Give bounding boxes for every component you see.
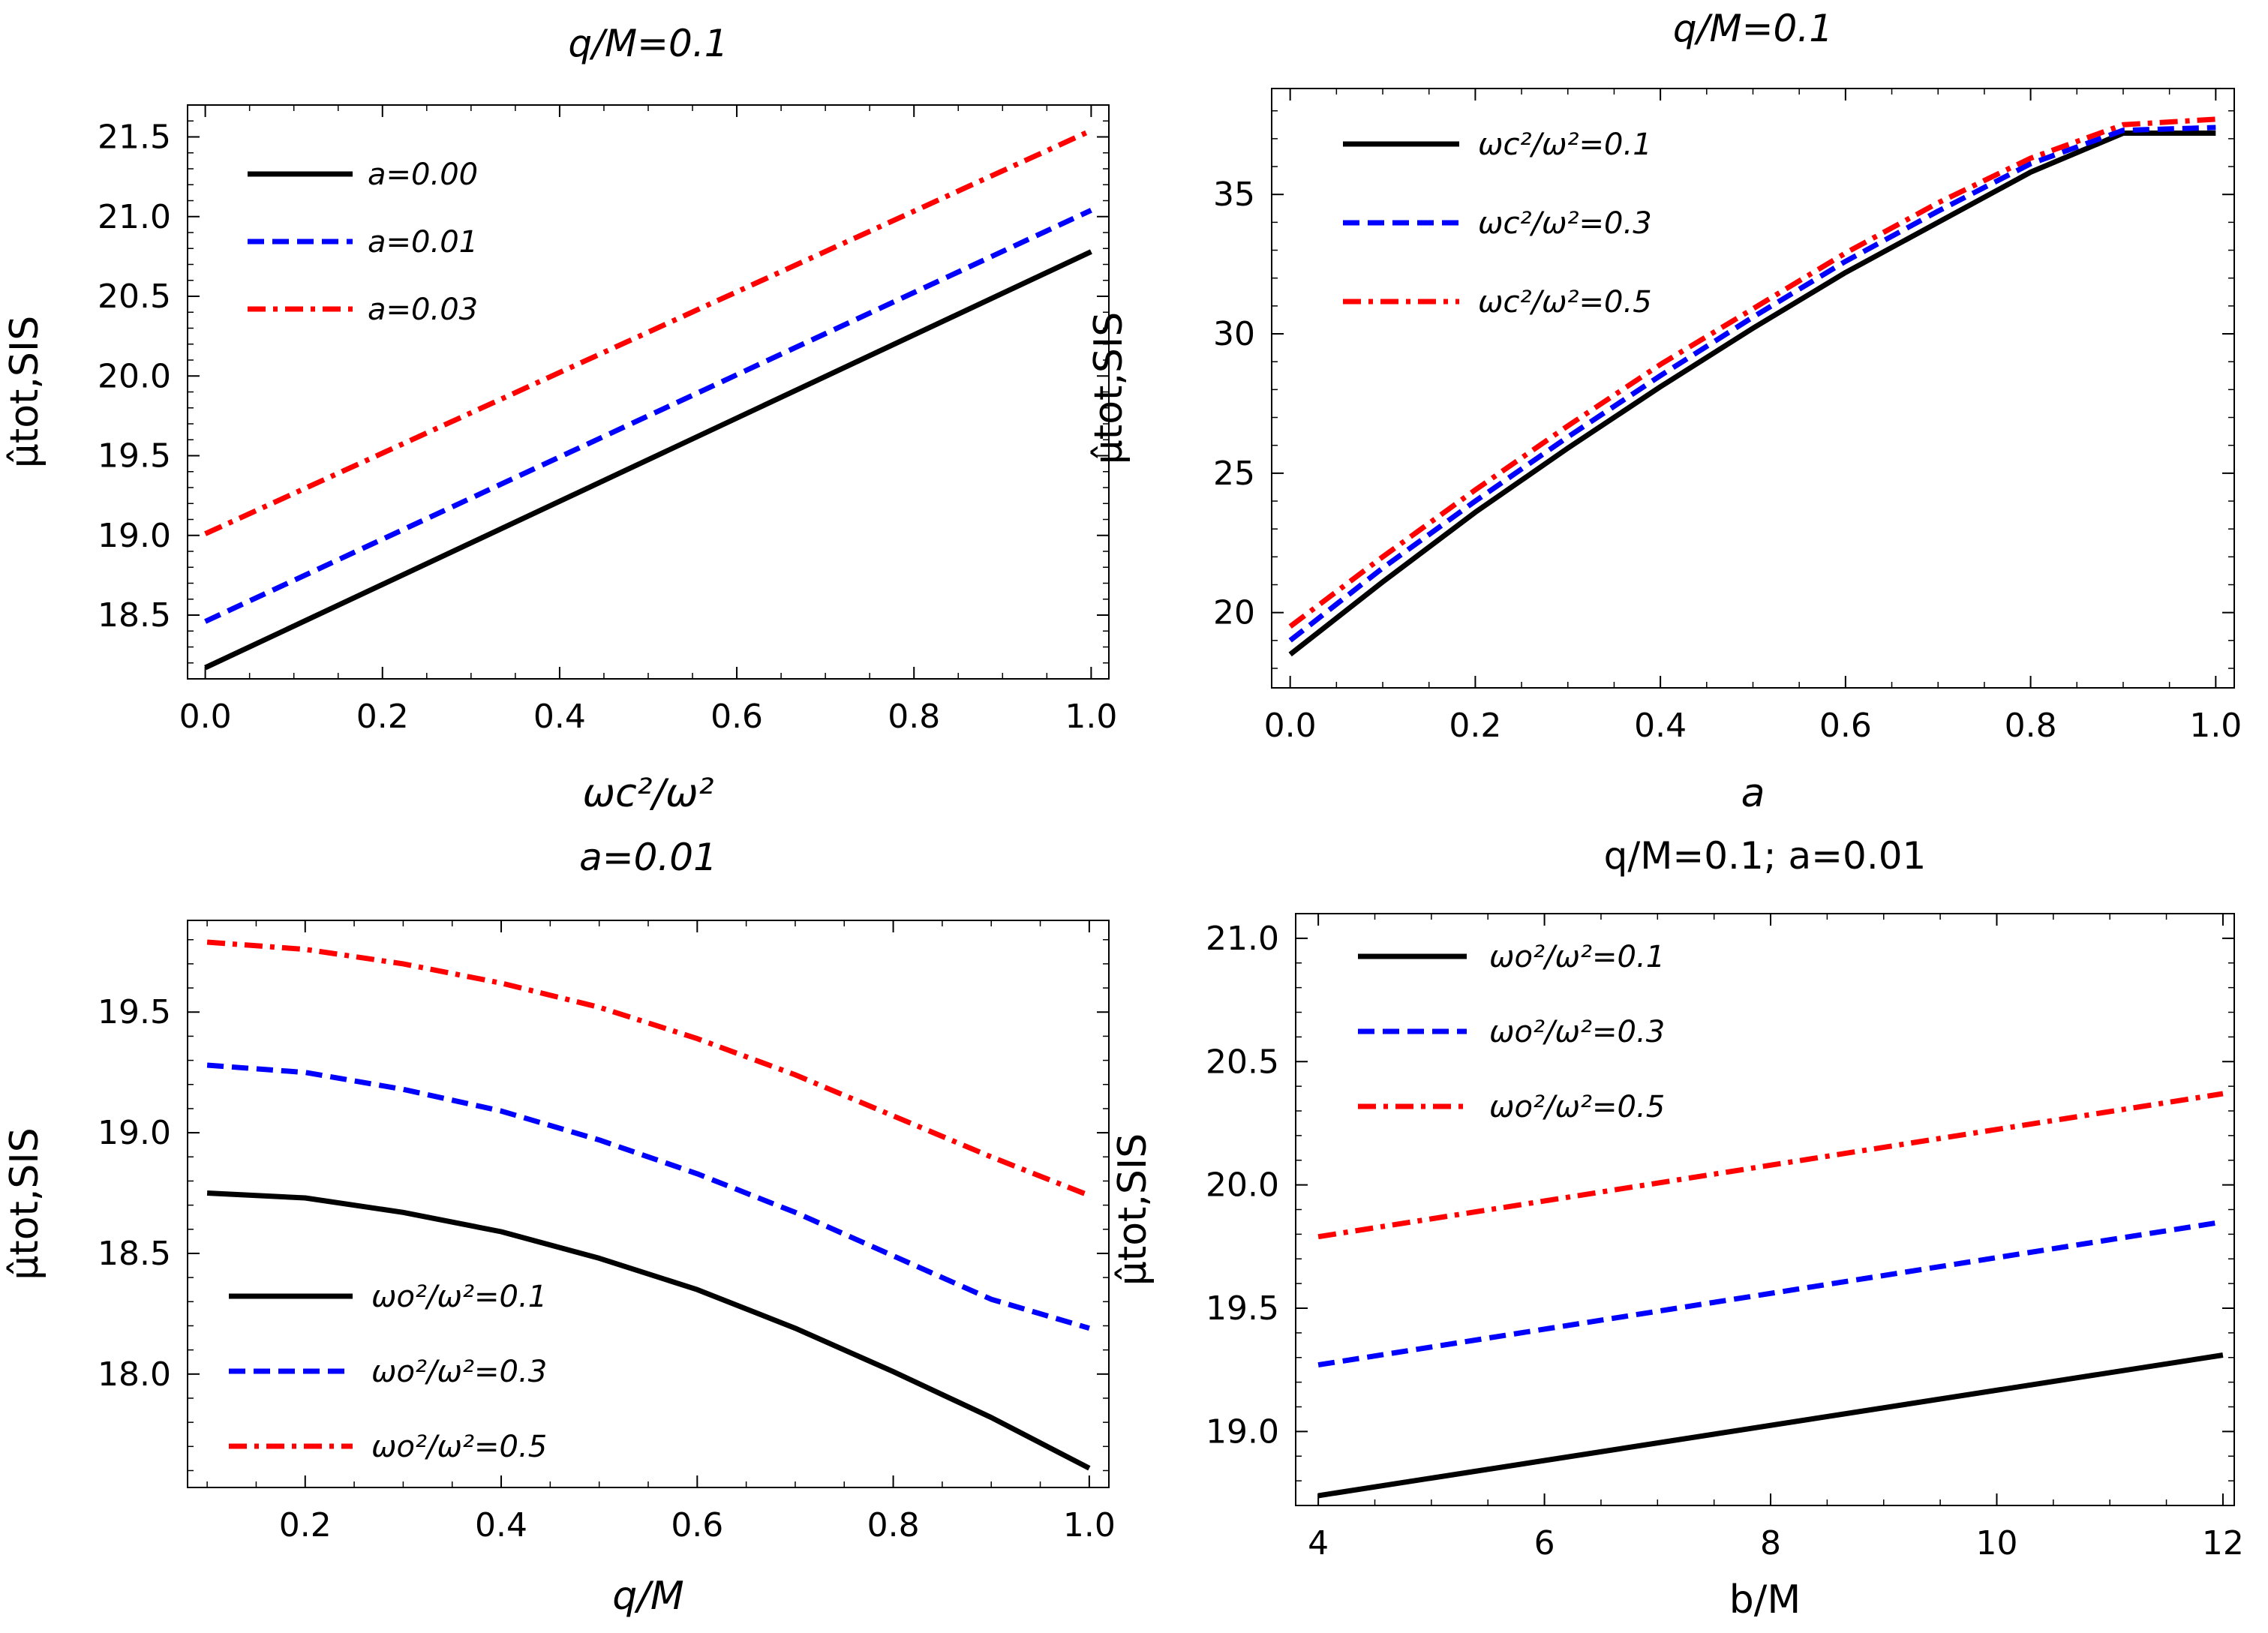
- chart-title: a=0.01: [579, 836, 717, 879]
- x-tick-label: 4: [1308, 1524, 1329, 1562]
- series-line-3: [1317, 1091, 2224, 1240]
- y-tick-label: 19.0: [98, 1114, 171, 1152]
- series-line-2: [206, 1062, 1090, 1331]
- legend-label-1: ωo²/ω²=0.1: [1489, 940, 1665, 974]
- y-tick-label: 25: [1213, 455, 1255, 493]
- series-line-2: [204, 208, 1092, 624]
- x-tick-label: 0.2: [356, 698, 409, 736]
- legend: ωo²/ω²=0.1 ωo²/ω²=0.3 ωo²/ω²=0.5: [229, 1280, 547, 1464]
- x-tick-label: 0.6: [1819, 707, 1872, 745]
- x-tick-label: 0.6: [671, 1506, 723, 1544]
- chart-1: 0.0 0.2 0.4 0.6 0.8 1.0 18.5 19.0 19.5 20.0 20.5 21…: [2, 22, 1117, 816]
- plot-frame: [1271, 88, 2235, 689]
- x-tick-label: 1.0: [1063, 1506, 1116, 1544]
- series-line-3: [1288, 116, 2216, 629]
- x-tick-label: 0.0: [1264, 707, 1317, 745]
- x-tick-label: 6: [1534, 1524, 1555, 1562]
- x-tick-label: 1.0: [2189, 707, 2242, 745]
- legend: ωo²/ω²=0.1 ωo²/ω²=0.3 ωo²/ω²=0.5: [1358, 940, 1665, 1124]
- y-tick-label: 20.0: [1206, 1166, 1279, 1205]
- series-line-1: [206, 1190, 1091, 1471]
- plot-frame: [1295, 913, 2235, 1506]
- x-tick-label: 0.8: [2005, 707, 2057, 745]
- y-tick-label: 19.0: [98, 517, 171, 555]
- legend-label-3: a=0.03: [368, 293, 478, 327]
- series-line-1: [1288, 131, 2216, 657]
- chart-title: q/M=0.1: [1673, 7, 1833, 50]
- x-tick-label: 0.0: [179, 698, 232, 736]
- chart-title: q/M=0.1: [568, 22, 728, 65]
- legend-label-3: ωo²/ω²=0.5: [371, 1430, 547, 1464]
- y-tick-label: 20.0: [98, 357, 171, 395]
- y-tick-label: 21.0: [1206, 920, 1279, 958]
- x-tick-label: 0.2: [1449, 707, 1501, 745]
- plot-frame: [187, 104, 1110, 680]
- y-tick-label: 18.0: [98, 1355, 171, 1394]
- y-tick-label: 18.5: [98, 1235, 171, 1273]
- x-tick-label: 10: [1975, 1524, 2017, 1562]
- x-axis-label: b/M: [1729, 1577, 1801, 1622]
- x-tick-label: 0.8: [867, 1506, 920, 1544]
- y-axis-label: μ̂tot,SIS: [1110, 1133, 1155, 1286]
- x-axis-label: ωc²/ω²: [583, 771, 714, 816]
- x-axis-label: a: [1741, 771, 1765, 816]
- series-line-1: [204, 249, 1092, 671]
- y-axis-label: μ̂tot,SIS: [2, 1127, 47, 1280]
- series-line-3: [206, 939, 1091, 1198]
- legend-label-1: a=0.00: [368, 158, 478, 192]
- y-tick-label: 19.0: [1206, 1412, 1279, 1451]
- chart-3: 0.2 0.4 0.6 0.8 1.0 18.0 18.5 19.0 19.5 ωo²/ω²=0.…: [2, 836, 1116, 1619]
- y-tick-label: 20.5: [1206, 1043, 1279, 1081]
- legend-label-1: ωc²/ω²=0.1: [1478, 128, 1652, 162]
- chart-title: q/M=0.1; a=0.01: [1604, 834, 1927, 878]
- legend-label-2: ωo²/ω²=0.3: [1489, 1015, 1665, 1049]
- legend: ωc²/ω²=0.1 ωc²/ω²=0.3 ωc²/ω²=0.5: [1343, 128, 1652, 320]
- y-tick-label: 20.5: [98, 278, 171, 316]
- legend-label-3: ωo²/ω²=0.5: [1489, 1090, 1665, 1124]
- x-tick-label: 0.8: [888, 698, 940, 736]
- y-tick-label: 18.5: [98, 596, 171, 635]
- y-tick-label: 20: [1213, 594, 1255, 632]
- legend-label-2: ωo²/ω²=0.3: [371, 1355, 547, 1389]
- chart-2: 0.0 0.2 0.4 0.6 0.8 1.020253035ωc²/ω²=0.1ωc²/…: [1086, 7, 2242, 816]
- legend: a=0.00 a=0.01 a=0.03: [248, 158, 478, 327]
- y-tick-label: 19.5: [98, 993, 171, 1031]
- y-tick-label: 21.0: [98, 198, 171, 236]
- y-tick-label: 30: [1213, 315, 1255, 353]
- plot-frame: [187, 920, 1110, 1488]
- series-line-3: [204, 128, 1092, 536]
- legend-label-2: a=0.01: [368, 225, 478, 260]
- x-tick-label: 1.0: [1065, 698, 1117, 736]
- series-line-1: [1317, 1352, 2224, 1499]
- y-tick-label: 21.5: [98, 119, 171, 157]
- x-axis-label: q/M: [612, 1574, 683, 1619]
- x-tick-label: 0.6: [710, 698, 763, 736]
- series-line-2: [1288, 125, 2216, 643]
- legend-label-3: ωc²/ω²=0.5: [1478, 285, 1652, 320]
- series-line-2: [1317, 1219, 2224, 1368]
- y-tick-label: 19.5: [98, 437, 171, 476]
- x-tick-label: 0.4: [533, 698, 586, 736]
- y-tick-label: 19.5: [1206, 1289, 1279, 1328]
- y-axis-label: μ̂tot,SIS: [2, 316, 47, 469]
- x-tick-label: 0.2: [279, 1506, 332, 1544]
- x-tick-label: 8: [1760, 1524, 1781, 1562]
- legend-label-2: ωc²/ω²=0.3: [1478, 206, 1652, 241]
- x-tick-label: 0.4: [475, 1506, 527, 1544]
- y-axis-label: μ̂tot,SIS: [1086, 312, 1131, 465]
- y-tick-label: 35: [1213, 176, 1255, 214]
- x-tick-label: 0.4: [1634, 707, 1687, 745]
- legend-label-1: ωo²/ω²=0.1: [371, 1280, 547, 1314]
- x-tick-label: 12: [2202, 1524, 2244, 1562]
